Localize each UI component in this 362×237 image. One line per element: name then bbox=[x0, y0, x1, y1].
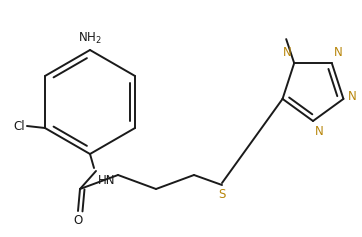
Text: O: O bbox=[73, 214, 83, 227]
Text: N: N bbox=[348, 90, 356, 103]
Text: NH$_2$: NH$_2$ bbox=[78, 31, 102, 46]
Text: HN: HN bbox=[98, 174, 115, 187]
Text: Cl: Cl bbox=[13, 119, 25, 132]
Text: S: S bbox=[218, 188, 226, 201]
Text: N: N bbox=[334, 46, 342, 59]
Text: N: N bbox=[282, 46, 291, 59]
Text: N: N bbox=[315, 125, 324, 138]
